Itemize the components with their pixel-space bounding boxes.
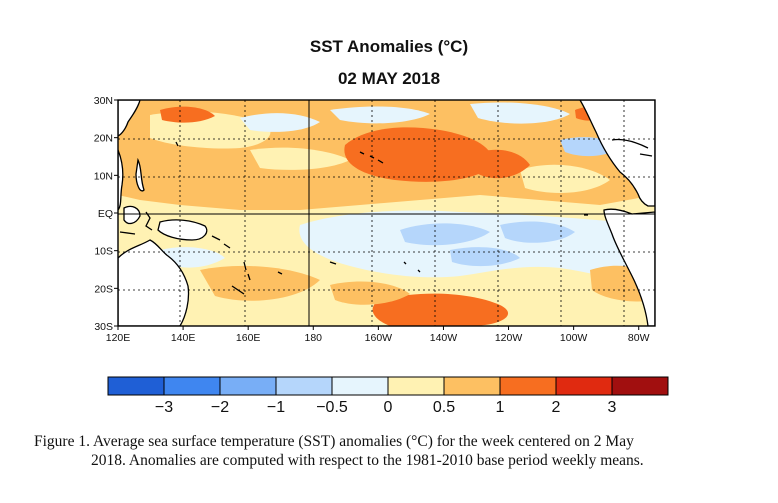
sst-anomaly-map: 30N 20N 10N EQ 10S 20S 30S 120E 140E 160E 180 160W… <box>94 95 669 416</box>
neutral-patch-2 <box>250 147 350 170</box>
anomaly-fields <box>118 100 655 326</box>
caption-line-1: Figure 1. Average sea surface temperatur… <box>34 433 634 450</box>
lon-label: 120E <box>106 332 131 344</box>
land-indochina <box>118 149 124 212</box>
colorbar-label: 1 <box>496 399 505 416</box>
lat-label: 20S <box>94 283 113 295</box>
colorbar-label: 2 <box>552 399 561 416</box>
warm-south-west <box>200 265 320 301</box>
land-sulawesi <box>145 211 153 231</box>
colorbar-swatch <box>555 376 613 396</box>
colorbar-swatch <box>499 376 557 396</box>
lon-label: 80W <box>628 332 650 344</box>
strong-warm-central <box>344 127 493 182</box>
land-java <box>119 231 136 235</box>
lon-label: 120W <box>495 332 523 344</box>
colorbar-swatch <box>275 376 333 396</box>
colorbar-swatch <box>163 376 221 396</box>
land-solomons <box>211 235 231 249</box>
lat-label: 10S <box>94 246 113 258</box>
strong-warm-west <box>160 106 215 123</box>
colorbar-swatch <box>331 376 389 396</box>
neutral-patch-3 <box>520 164 610 193</box>
latitude-labels: 30N 20N 10N EQ 10S 20S 30S <box>94 95 118 333</box>
colorbar <box>107 376 669 396</box>
land-australia <box>118 239 190 326</box>
land-marianas <box>175 141 179 147</box>
colorbar-label: −3 <box>155 399 173 416</box>
cool-core-2 <box>500 221 575 243</box>
strong-warm-east <box>470 149 530 179</box>
land-south-america <box>603 208 655 326</box>
lon-label: 160W <box>365 332 393 344</box>
warm-south-mid <box>330 281 410 305</box>
lat-label: EQ <box>98 208 113 220</box>
colorbar-label: −1 <box>267 399 285 416</box>
colorbar-label: 0.5 <box>433 399 455 416</box>
cool-core-1 <box>400 223 490 246</box>
strong-warm-south <box>372 293 509 326</box>
longitude-labels: 120E 140E 160E 180 160W 140W 120W 100W 80W <box>106 326 650 344</box>
land-new-guinea <box>157 219 208 241</box>
lat-label: 20N <box>94 133 113 145</box>
colorbar-labels: −3 −2 −1 −0.5 0 0.5 1 2 3 <box>155 399 617 416</box>
land-french-polynesia <box>403 261 421 273</box>
lon-label: 100W <box>560 332 588 344</box>
colorbar-swatch <box>387 376 445 396</box>
colorbar-swatch <box>219 376 277 396</box>
land-cuba <box>611 138 649 149</box>
cool-patch-north-1 <box>240 113 320 132</box>
figure-caption: Figure 1. Average sea surface temperatur… <box>34 432 754 470</box>
lat-label: 30S <box>94 321 113 333</box>
cool-patch-north-2 <box>330 106 430 124</box>
colorbar-swatch <box>611 376 669 396</box>
land-borneo <box>123 205 141 225</box>
land-north-america <box>579 100 655 207</box>
land-hispaniola <box>639 153 653 157</box>
land-asia <box>118 100 141 137</box>
colorbar-swatch <box>107 376 165 396</box>
cool-patch-north-3 <box>470 102 570 124</box>
colorbar-swatch <box>443 376 501 396</box>
land-fiji <box>277 271 283 275</box>
lon-label: 180 <box>305 332 323 344</box>
colorbar-label: −2 <box>211 399 229 416</box>
map-date: 02 MAY 2018 <box>337 69 441 88</box>
lat-label: 30N <box>94 95 113 107</box>
lon-label: 160E <box>236 332 261 344</box>
cool-core-3 <box>450 247 520 267</box>
land-philippines <box>135 157 145 192</box>
colorbar-label: −0.5 <box>316 399 348 416</box>
land-samoa <box>329 261 337 265</box>
colorbar-label: 3 <box>608 399 617 416</box>
lat-label: 10N <box>94 170 113 182</box>
map-title: SST Anomalies (°C) <box>309 37 469 56</box>
caption-line-2: 2018. Anomalies are computed with respec… <box>91 452 644 469</box>
lon-label: 140W <box>430 332 458 344</box>
lon-label: 140E <box>171 332 196 344</box>
colorbar-label: 0 <box>384 399 393 416</box>
